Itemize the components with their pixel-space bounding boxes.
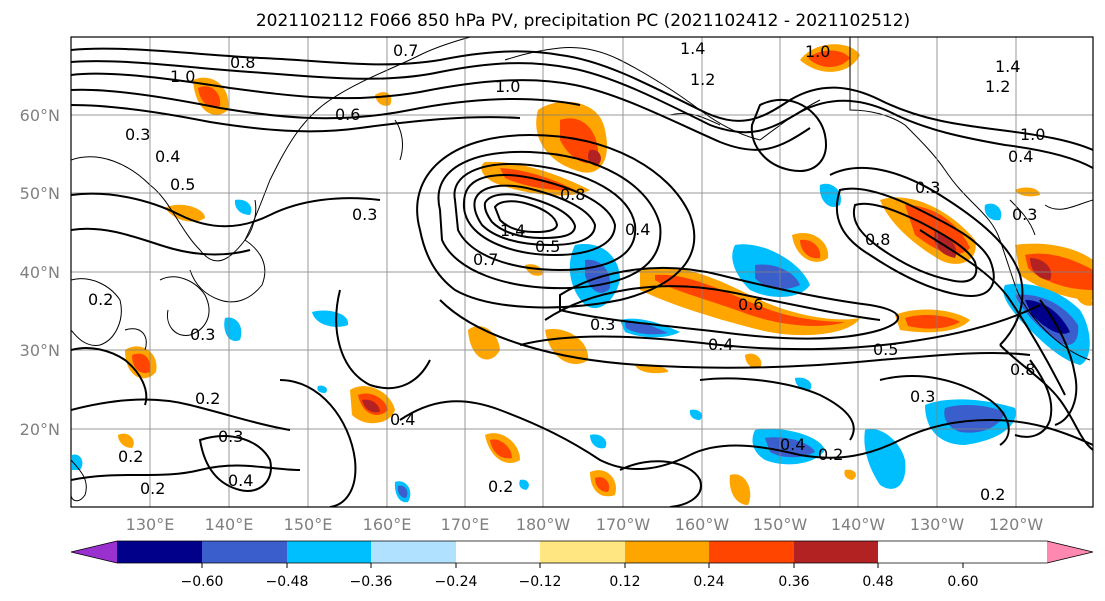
colorbar-extend-left <box>71 541 117 563</box>
contour-label: 0.3 <box>218 427 243 446</box>
map-title: 2021102112 F066 850 hPa PV, precipitatio… <box>256 11 910 31</box>
lat-label: 60°N <box>20 106 60 125</box>
contour-label: 0.3 <box>352 205 377 224</box>
graticule <box>71 37 1093 507</box>
pv-contours <box>71 47 1093 507</box>
contour-label: 0.7 <box>393 41 418 60</box>
contour-label: 0.4 <box>390 410 415 429</box>
contour-label: 1.4 <box>500 221 525 240</box>
colorbar-cell <box>287 541 371 563</box>
contour-label: 1.2 <box>985 77 1010 96</box>
longitude-labels: 130°E 140°E 150°E 160°E 170°E 180°W 170°… <box>126 515 1044 534</box>
contour-label: 0.2 <box>980 485 1005 504</box>
colorbar-cell <box>794 541 878 563</box>
contour-label: 0.8 <box>1010 360 1035 379</box>
colorbar: −0.60 −0.48 −0.36 −0.24 −0.12 0.12 0.24 0.36 0.4… <box>70 540 1094 590</box>
contour-label: 0.2 <box>140 479 165 498</box>
contour-label: 1.2 <box>690 70 715 89</box>
contour-label: 1.0 <box>1020 125 1045 144</box>
lon-label: 170°W <box>596 515 651 534</box>
contour-label: 0.3 <box>915 178 940 197</box>
contour-label: 0.2 <box>88 290 113 309</box>
contour-label: 0.6 <box>335 105 360 124</box>
contour-label: 0.6 <box>738 295 763 314</box>
lon-label: 130°E <box>126 515 175 534</box>
colorbar-tick-label: −0.12 <box>519 574 562 590</box>
contour-label: 1.4 <box>680 39 705 58</box>
lon-label: 170°E <box>441 515 490 534</box>
colorbar-tick-label: 0.12 <box>609 574 640 590</box>
lat-label: 20°N <box>20 420 60 439</box>
contour-label: 0.3 <box>190 325 215 344</box>
lon-label: 140°E <box>205 515 254 534</box>
contour-label: 1.0 <box>170 67 195 86</box>
contour-label: 0.3 <box>1012 205 1037 224</box>
contour-label: 0.3 <box>125 125 150 144</box>
contour-label: 0.2 <box>818 445 843 464</box>
contour-label: 0.4 <box>1008 147 1033 166</box>
lon-label: 150°W <box>753 515 808 534</box>
colorbar-tick-label: −0.36 <box>350 574 393 590</box>
contour-labels: 0.7 1.4 1.0 1.0 0.8 1.2 1.4 1.2 1.0 0.6 … <box>88 39 1045 504</box>
contour-label: 0.2 <box>195 389 220 408</box>
lat-label: 30°N <box>20 341 60 360</box>
colorbar-cell <box>456 541 540 563</box>
contour-label: 0.8 <box>865 230 890 249</box>
contour-label: 1.4 <box>995 57 1020 76</box>
lon-label: 130°W <box>910 515 965 534</box>
map-frame <box>70 36 1094 508</box>
lat-label: 40°N <box>20 263 60 282</box>
lat-label: 50°N <box>20 184 60 203</box>
contour-label: 0.4 <box>708 335 733 354</box>
contour-label: 0.8 <box>230 53 255 72</box>
contour-label: 0.8 <box>560 185 585 204</box>
colorbar-tick-label: −0.48 <box>266 574 309 590</box>
contour-label: 0.5 <box>873 340 898 359</box>
colorbar-cell <box>709 541 794 563</box>
colorbar-tick-label: −0.60 <box>181 574 224 590</box>
lon-label: 180°W <box>516 515 571 534</box>
lon-label: 120°W <box>989 515 1044 534</box>
coastlines <box>71 37 1093 502</box>
contour-label: 0.4 <box>228 471 253 490</box>
colorbar-tick-label: 0.60 <box>947 574 978 590</box>
lon-label: 160°E <box>363 515 412 534</box>
colorbar-cell <box>202 541 287 563</box>
contour-label: 0.3 <box>590 315 615 334</box>
contour-label: 0.4 <box>625 220 650 239</box>
map-area: 0.7 1.4 1.0 1.0 0.8 1.2 1.4 1.2 1.0 0.6 … <box>71 37 1093 507</box>
contour-label: 0.5 <box>535 237 560 256</box>
lon-label: 150°E <box>284 515 333 534</box>
colorbar-tick-label: 0.36 <box>778 574 809 590</box>
colorbar-cell <box>540 541 625 563</box>
colorbar-tick-label: 0.48 <box>862 574 893 590</box>
colorbar-tick-label: −0.24 <box>435 574 478 590</box>
colorbar-cell <box>625 541 709 563</box>
colorbar-cell <box>371 541 456 563</box>
contour-label: 0.2 <box>118 447 143 466</box>
latitude-labels: 60°N 50°N 40°N 30°N 20°N <box>20 106 60 439</box>
contour-label: 0.3 <box>910 387 935 406</box>
colorbar-cell <box>117 541 202 563</box>
contour-label: 0.4 <box>155 147 180 166</box>
contour-label: 1.0 <box>495 77 520 96</box>
lon-label: 160°W <box>675 515 730 534</box>
contour-label: 1.0 <box>805 42 830 61</box>
contour-label: 0.2 <box>488 477 513 496</box>
lon-label: 140°W <box>831 515 886 534</box>
contour-label: 0.7 <box>473 250 498 269</box>
contour-label: 0.5 <box>170 175 195 194</box>
contour-label: 0.4 <box>780 435 805 454</box>
colorbar-extend-right <box>1047 541 1093 563</box>
colorbar-tick-label: 0.24 <box>693 574 724 590</box>
